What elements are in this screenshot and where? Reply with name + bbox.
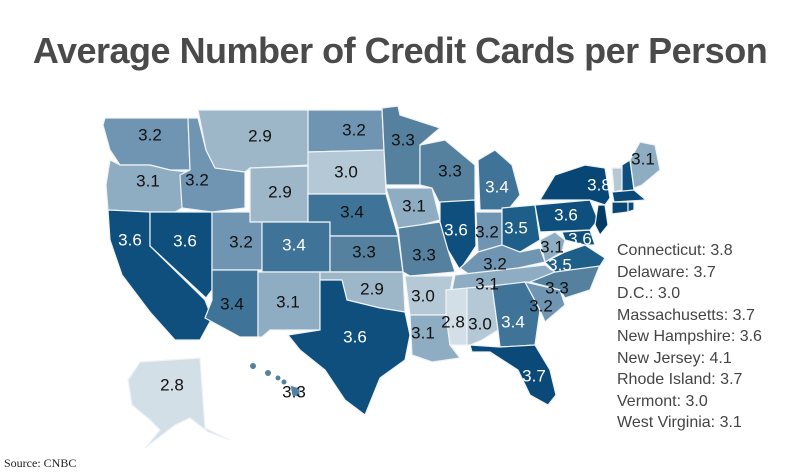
state-value-label: 3.6 (343, 327, 367, 346)
small-states-legend: Connecticut: 3.8 Delaware: 3.7 D.C.: 3.0… (617, 240, 762, 434)
state-pa (534, 199, 599, 233)
state-il (439, 199, 477, 272)
state-value-label: 3.3 (282, 382, 306, 401)
state-value-label: 3.2 (138, 125, 162, 144)
state-value-label: 2.9 (360, 279, 384, 298)
hawaii-island (265, 370, 271, 376)
state-value-label: 3.2 (475, 222, 499, 241)
state-value-label: 3.5 (504, 218, 528, 237)
state-value-label: 3.0 (468, 314, 492, 333)
state-wv (539, 231, 566, 263)
state-value-label: 2.8 (160, 375, 184, 394)
state-value-label: 3.1 (540, 237, 564, 256)
state-value-label: 3.5 (548, 255, 572, 274)
legend-note: New Hampshire: 3.6 (617, 328, 762, 345)
state-fl (469, 344, 557, 406)
state-value-label: 3.4 (501, 312, 525, 331)
state-value-label: 3.2 (229, 232, 253, 251)
state-value-label: 2.8 (441, 312, 465, 331)
state-value-label: 2.9 (248, 126, 272, 145)
legend-note: D.C.: 3.0 (617, 285, 681, 302)
chart-title: Average Number of Credit Cards per Perso… (32, 30, 768, 71)
state-ma (611, 189, 648, 203)
legend-note: Vermont: 3.0 (617, 392, 708, 410)
state-az (204, 269, 259, 338)
hawaii-island (275, 375, 281, 381)
legend-note: Connecticut: 3.8 (617, 242, 733, 259)
legend-note: West Virginia: 3.1 (617, 414, 742, 431)
hawaii-islands (250, 363, 287, 385)
state-me (629, 141, 661, 189)
legend-note: Rhode Island: 3.7 (617, 371, 743, 388)
state-value-label: 3.1 (402, 196, 426, 215)
state-ms (445, 287, 468, 346)
state-value-label: 3.6 (173, 231, 197, 250)
state-ri (627, 201, 635, 213)
state-ny (538, 164, 611, 206)
state-value-label: 3.1 (631, 149, 655, 168)
hawaii-island (281, 379, 287, 385)
state-value-labels: 3.23.13.6 3.63.22.92.93.2 3.43.4 3.13.23.03… (118, 120, 655, 401)
state-hi (289, 384, 301, 398)
state-value-label: 3.6 (568, 229, 592, 248)
state-value-label: 3.4 (485, 177, 509, 196)
state-vt (611, 167, 623, 193)
state-value-label: 3.1 (136, 171, 160, 190)
state-value-label: 3.1 (411, 323, 435, 342)
legend-note: Massachusetts: 3.7 (617, 306, 755, 324)
state-value-label: 3.3 (391, 130, 415, 149)
state-value-label: 3.3 (545, 278, 569, 297)
state-value-label: 3.6 (444, 220, 468, 239)
state-value-label: 3.7 (522, 366, 546, 385)
state-mi (477, 149, 521, 211)
state-value-label: 3.6 (554, 205, 578, 224)
legend-note: New Jersey: 4.1 (617, 349, 732, 367)
state-value-label: 3.1 (475, 274, 499, 293)
state-value-label: 3.1 (276, 292, 300, 311)
state-value-label: 3.4 (282, 235, 306, 254)
state-value-label: 3.4 (220, 294, 244, 313)
state-va (543, 244, 606, 273)
state-value-label: 3.2 (529, 296, 553, 315)
state-oh (501, 204, 541, 253)
state-value-label: 3.6 (118, 230, 142, 249)
state-value-label: 3.0 (411, 286, 435, 305)
state-value-label: 3.0 (334, 162, 358, 181)
state-value-label: 3.3 (352, 242, 376, 261)
state-shapes (102, 105, 661, 449)
source-note: Source: CNBC (4, 456, 77, 470)
state-value-label: 3.3 (412, 245, 436, 264)
state-value-label: 3.2 (483, 254, 507, 273)
state-ct (611, 201, 629, 215)
state-value-label: 3.8 (587, 175, 611, 194)
legend-note: Delaware: 3.7 (617, 263, 716, 281)
state-value-label: 3.2 (185, 170, 209, 189)
state-tx (286, 279, 411, 416)
state-value-label: 3.4 (340, 202, 364, 221)
hawaii-island (250, 363, 256, 369)
state-value-label: 3.2 (342, 120, 366, 139)
state-nj (594, 204, 609, 237)
state-nv (149, 211, 213, 299)
state-value-label: 3.3 (438, 161, 462, 180)
state-value-label: 2.9 (268, 182, 292, 201)
state-ak (127, 357, 231, 449)
